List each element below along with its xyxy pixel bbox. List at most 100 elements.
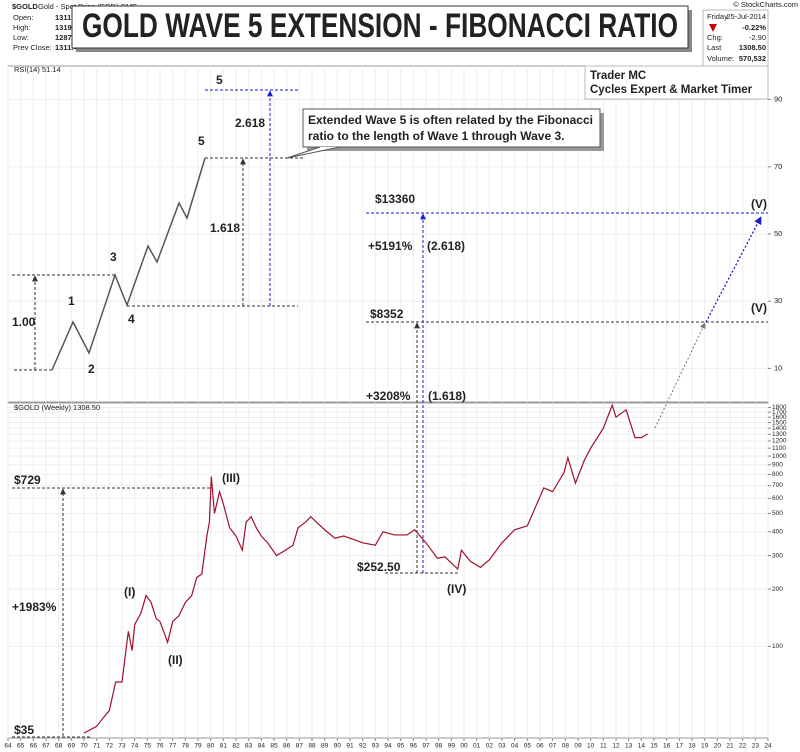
annotation: 3 <box>110 250 117 264</box>
price-line <box>83 403 648 734</box>
annotation: $252.50 <box>357 560 401 574</box>
annotation: 5 <box>198 134 205 148</box>
annotation: (I) <box>124 585 135 599</box>
x-tick-label: 85 <box>270 743 278 750</box>
x-tick-label: 68 <box>55 743 63 750</box>
x-tick-label: 73 <box>118 743 126 750</box>
x-tick-label: 95 <box>397 743 405 750</box>
field-label: Open: <box>13 13 33 22</box>
x-tick-label: 67 <box>42 743 50 750</box>
y-tick-label: 1800 <box>772 404 787 411</box>
x-tick-label: 20 <box>714 743 722 750</box>
annotation: 5 <box>216 73 223 87</box>
y-tick-label: 700 <box>772 482 783 489</box>
y-tick-label: 400 <box>772 529 783 536</box>
x-tick-label: 18 <box>688 743 696 750</box>
x-tick-label: 72 <box>106 743 114 750</box>
badge-text: Trader MC <box>590 70 646 82</box>
annotation: 1 <box>68 294 75 308</box>
y-tick-label: 1600 <box>772 414 787 421</box>
badge-box <box>584 65 769 100</box>
y-tick-label: 1000 <box>772 453 787 460</box>
x-tick-label: 84 <box>258 743 266 750</box>
x-tick-label: 14 <box>638 743 646 750</box>
x-tick-label: 86 <box>283 743 291 750</box>
x-tick-label: 92 <box>359 743 367 750</box>
x-tick-label: 06 <box>536 743 544 750</box>
annotation: $729 <box>14 473 41 487</box>
y-tick-label: 1700 <box>772 409 787 416</box>
field-value: 1311.40 <box>55 43 82 52</box>
y-tick-label: 600 <box>772 495 783 502</box>
y-tick-label: 70 <box>774 162 782 171</box>
x-tick-label: 97 <box>422 743 430 750</box>
x-tick-label: 23 <box>752 743 760 750</box>
annotation: Extended Wave 5 is often related by the … <box>308 113 593 127</box>
annotation: 2.618 <box>235 116 265 130</box>
y-tick-label: 1200 <box>772 438 787 445</box>
x-tick-label: 88 <box>308 743 316 750</box>
x-tick-label: 65 <box>17 743 25 750</box>
annotation: $8352 <box>370 307 404 321</box>
y-tick-label: 10 <box>774 363 782 372</box>
x-tick-label: 00 <box>460 743 468 750</box>
volume: 570,532 <box>739 54 766 63</box>
annotation: 2 <box>88 362 95 376</box>
x-tick-label: 01 <box>473 743 481 750</box>
series-label: $GOLD (Weekly) 1308.50 <box>14 403 100 412</box>
x-tick-label: 83 <box>245 743 253 750</box>
y-tick-label: 800 <box>772 471 783 478</box>
x-tick-label: 77 <box>169 743 177 750</box>
y-tick-label: 100 <box>772 643 783 650</box>
y-tick-label: 900 <box>772 461 783 468</box>
day: Friday <box>707 12 728 21</box>
field-label: Prev Close: <box>13 43 52 52</box>
x-tick-label: 15 <box>650 743 658 750</box>
annotation: $35 <box>14 723 34 737</box>
y-tick-label: 50 <box>774 229 782 238</box>
wave-diagram <box>51 157 206 371</box>
drawing <box>12 24 769 738</box>
y-tick-label: 1400 <box>772 425 787 432</box>
down-icon <box>709 24 717 32</box>
x-tick-label: 87 <box>296 743 304 750</box>
date: 25-Jul-2014 <box>726 12 766 21</box>
last-label: Last <box>707 43 722 52</box>
y-tick-label: 1100 <box>772 445 786 452</box>
x-tick-label: 98 <box>435 743 443 750</box>
x-tick-label: 05 <box>524 743 532 750</box>
x-tick-label: 24 <box>764 743 772 750</box>
x-tick-label: 74 <box>131 743 139 750</box>
x-tick-label: 82 <box>232 743 240 750</box>
annotation: (III) <box>222 471 240 485</box>
change-pct: -0.22% <box>742 23 766 32</box>
x-tick-label: 11 <box>600 743 607 750</box>
field-label: Low: <box>13 33 29 42</box>
annotation: 1.618 <box>210 221 240 235</box>
y-tick-label: 1500 <box>772 419 787 426</box>
x-tick-label: 64 <box>4 743 12 750</box>
y-tick-label: 30 <box>774 296 782 305</box>
x-tick-label: 22 <box>739 743 747 750</box>
x-tick-label: 93 <box>372 743 380 750</box>
x-tick-label: 16 <box>663 743 671 750</box>
annotation: (IV) <box>447 582 466 596</box>
x-tick-label: 80 <box>207 743 215 750</box>
field-value: 1311. <box>55 13 73 22</box>
x-tick-label: 21 <box>726 743 734 750</box>
x-tick-label: 08 <box>562 743 570 750</box>
x-tick-label: 12 <box>612 743 620 750</box>
chart-title: GOLD WAVE 5 EXTENSION - FIBONACCI RATIO <box>82 7 678 45</box>
x-tick-label: 79 <box>194 743 202 750</box>
annotation: +5191% <box>368 239 413 253</box>
y-tick-label: 200 <box>772 586 783 593</box>
field-label: High: <box>13 23 31 32</box>
x-tick-label: 96 <box>410 743 418 750</box>
annotation: 4 <box>128 312 135 326</box>
x-tick-label: 90 <box>334 743 342 750</box>
annotation: (II) <box>168 653 183 667</box>
badge-text: Cycles Expert & Market Timer <box>590 84 753 96</box>
y-tick-label: 90 <box>774 95 782 104</box>
title-frame <box>71 5 689 49</box>
